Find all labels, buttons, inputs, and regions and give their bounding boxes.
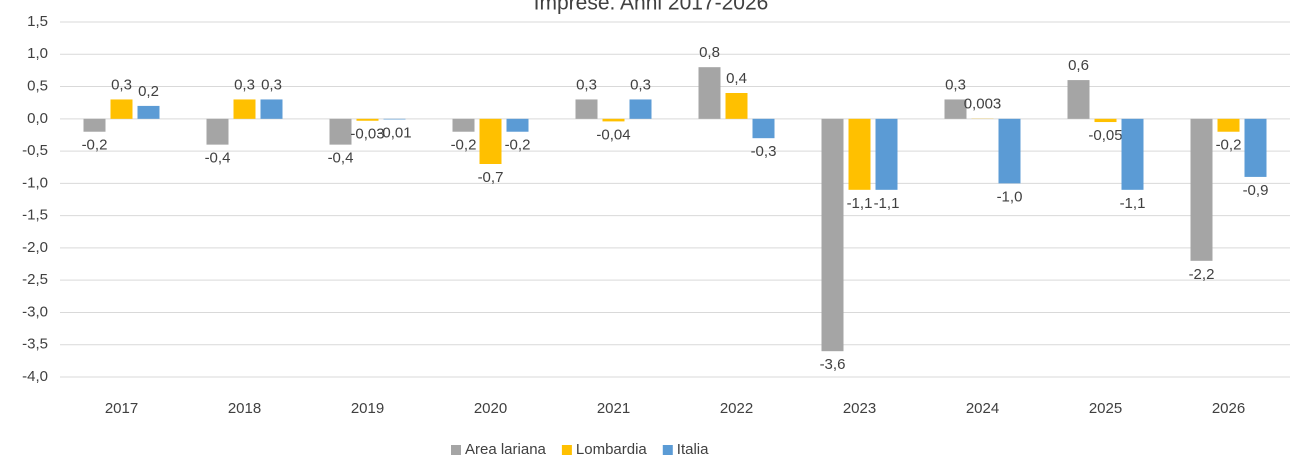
bar (206, 118, 229, 145)
legend-label: Italia (677, 441, 709, 458)
y-tick-label: 0,5 (27, 78, 48, 95)
data-label: -0,7 (478, 169, 504, 186)
x-tick-label: 2017 (105, 400, 138, 417)
data-label: -0,2 (451, 137, 477, 154)
data-label: -0,05 (1088, 127, 1122, 144)
data-label: 0,4 (726, 70, 747, 87)
data-label: -3,6 (820, 356, 846, 373)
bar (356, 118, 379, 121)
legend-swatch (662, 445, 673, 455)
data-label: -0,4 (205, 150, 231, 167)
bar (83, 118, 106, 132)
bar (479, 118, 502, 164)
data-label: -0,2 (82, 137, 108, 154)
data-label: -0,2 (1216, 137, 1242, 154)
data-label: -1,1 (874, 195, 900, 212)
bar (602, 118, 625, 122)
data-label: 0,6 (1068, 57, 1089, 74)
data-label: 0,3 (630, 76, 651, 93)
bar (944, 99, 967, 119)
bar (875, 118, 898, 190)
x-tick-label: 2021 (597, 400, 630, 417)
legend-label: Lombardia (576, 441, 648, 458)
x-tick-label: 2026 (1212, 400, 1245, 417)
bar (260, 99, 283, 119)
y-tick-label: 0,0 (27, 110, 48, 127)
y-tick-label: -2,5 (22, 271, 48, 288)
bar (383, 118, 406, 120)
legend-swatch (561, 445, 572, 455)
y-tick-label: -3,5 (22, 336, 48, 353)
data-label: -2,2 (1189, 266, 1215, 283)
x-tick-label: 2025 (1089, 400, 1122, 417)
x-tick-label: 2019 (351, 400, 384, 417)
y-tick-label: -1,5 (22, 207, 48, 224)
bar (821, 118, 844, 352)
y-tick-label: -2,0 (22, 239, 48, 256)
data-label: -0,03 (350, 126, 384, 143)
x-tick-label: 2023 (843, 400, 876, 417)
y-tick-label: 1,5 (27, 13, 48, 30)
bar (329, 118, 352, 145)
data-label: 0,3 (576, 76, 597, 93)
bar (698, 67, 721, 119)
y-tick-label: -1,0 (22, 174, 48, 191)
bar (575, 99, 598, 119)
x-tick-label: 2020 (474, 400, 507, 417)
data-label: 0,2 (138, 83, 159, 100)
bar (752, 118, 775, 139)
legend-swatch (451, 445, 461, 455)
x-tick-label: 2024 (966, 400, 999, 417)
data-label: 0,8 (699, 44, 720, 61)
data-label: -0,01 (377, 124, 411, 141)
data-label: 0,3 (234, 76, 255, 93)
data-label: -1,0 (997, 188, 1023, 205)
bar (1190, 118, 1213, 261)
bar (725, 93, 748, 119)
data-label: -0,9 (1243, 182, 1269, 199)
x-tick-label: 2018 (228, 400, 261, 417)
data-label: 0,3 (261, 76, 282, 93)
bar (1067, 80, 1090, 119)
bar (998, 118, 1021, 184)
data-label: -0,3 (751, 143, 777, 160)
bar (233, 99, 256, 119)
bar (1244, 118, 1267, 177)
legend-label: Area lariana (465, 441, 547, 458)
data-label: -1,1 (847, 195, 873, 212)
data-label: -1,1 (1120, 195, 1146, 212)
bar (1121, 118, 1144, 190)
y-tick-label: 1,0 (27, 45, 48, 62)
data-label: 0,3 (945, 76, 966, 93)
x-tick-label: 2022 (720, 400, 753, 417)
bar (629, 99, 652, 119)
bar (137, 105, 160, 119)
bar (506, 118, 529, 132)
bar (848, 118, 871, 190)
chart-title: Imprese. Anni 2017-2026 (534, 0, 769, 15)
data-label: 0,3 (111, 76, 132, 93)
bar (1094, 118, 1117, 123)
data-label: -0,04 (596, 126, 630, 143)
bar (1217, 118, 1240, 132)
data-label: -0,4 (328, 150, 354, 167)
y-tick-label: -0,5 (22, 142, 48, 159)
data-label: 0,003 (964, 96, 1002, 113)
y-tick-label: -3,0 (22, 303, 48, 320)
bar (110, 99, 133, 119)
bar (452, 118, 475, 132)
y-tick-label: -4,0 (22, 368, 48, 385)
data-label: -0,2 (505, 137, 531, 154)
